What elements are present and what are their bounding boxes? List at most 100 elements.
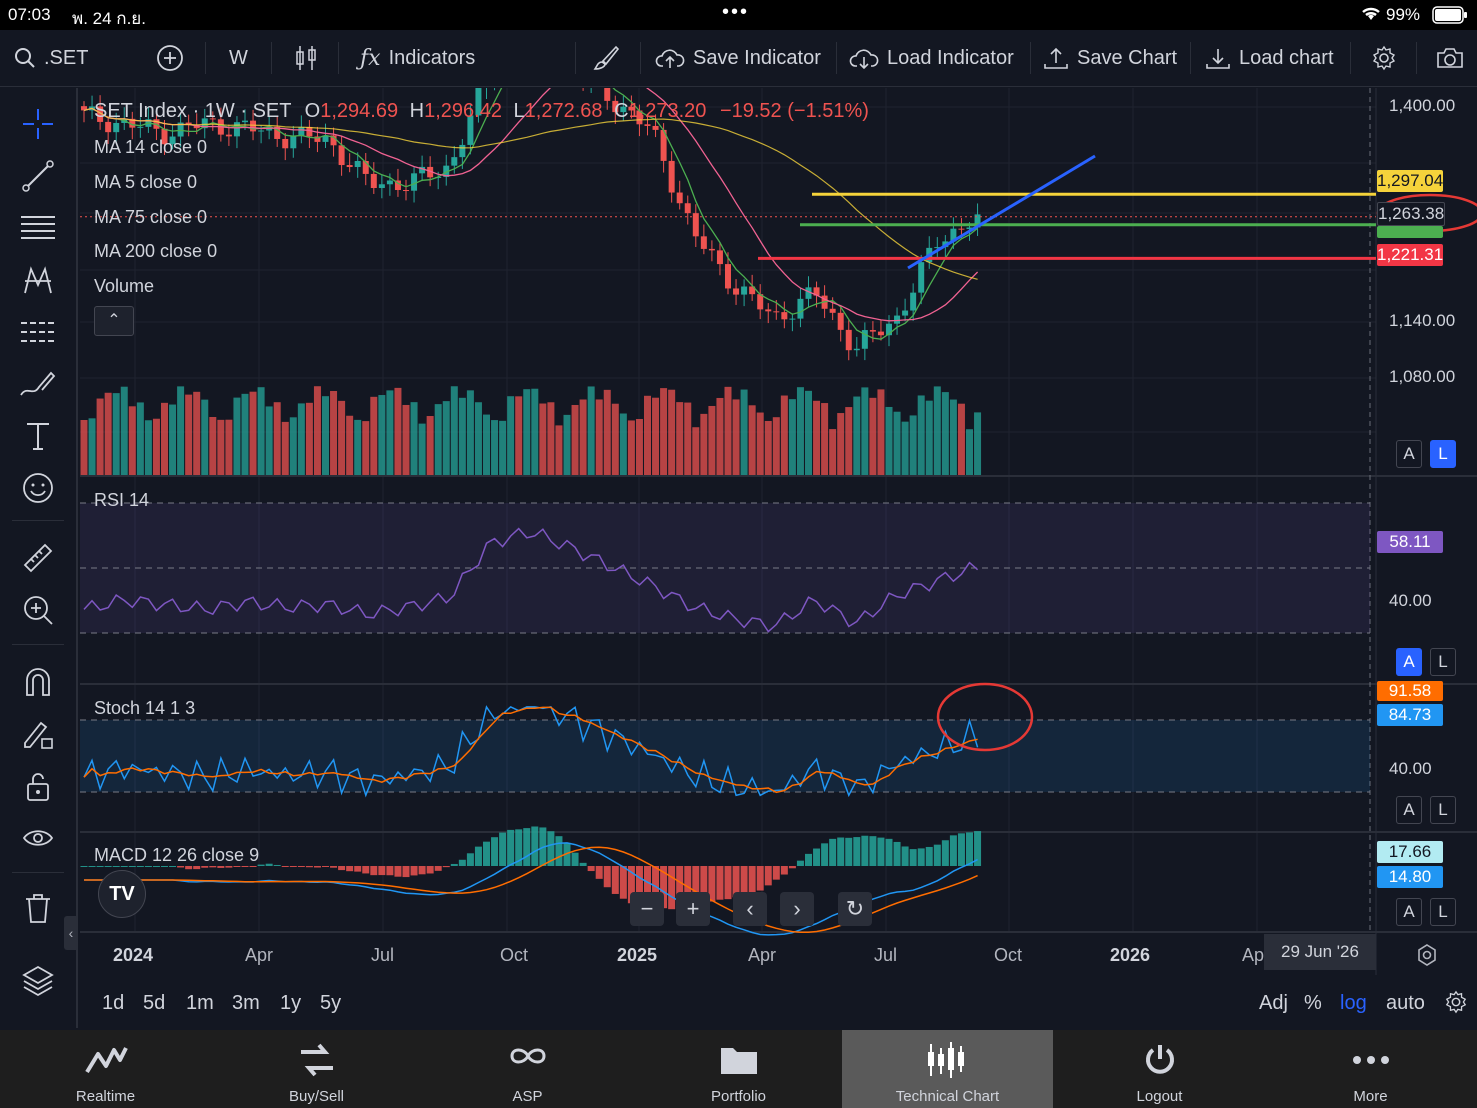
multitask-dots[interactable]: ••• bbox=[722, 1, 750, 23]
screenshot-button[interactable] bbox=[1435, 30, 1465, 86]
load-indicator-button[interactable]: Load Indicator bbox=[849, 30, 1014, 86]
nav-asp[interactable]: ASP bbox=[422, 1030, 633, 1108]
range-1y[interactable]: 1y bbox=[280, 992, 302, 1014]
nav-more[interactable]: More bbox=[1265, 1030, 1476, 1108]
volume-bar bbox=[378, 395, 386, 475]
volume-legend[interactable]: Volume bbox=[94, 276, 155, 296]
text-tool[interactable] bbox=[16, 416, 60, 456]
magnet-tool[interactable] bbox=[16, 662, 60, 702]
emoji-tool[interactable] bbox=[16, 468, 60, 508]
stoch-tick: 40.00 bbox=[1389, 759, 1432, 778]
ma5-legend[interactable]: MA 5 close 0 bbox=[94, 172, 198, 192]
forecast-tool[interactable] bbox=[16, 312, 60, 352]
macd-histogram-bar bbox=[322, 866, 329, 867]
collapse-toolbar-button[interactable]: ‹ bbox=[64, 916, 78, 950]
nav-realtime[interactable]: Realtime bbox=[0, 1030, 211, 1108]
save-indicator-button[interactable]: Save Indicator bbox=[655, 30, 821, 86]
fib-tool[interactable] bbox=[16, 208, 60, 248]
zoom-in-button[interactable]: + bbox=[676, 892, 710, 926]
trendline-tool[interactable] bbox=[16, 156, 60, 196]
macd-histogram-bar bbox=[273, 864, 281, 866]
volume-bar bbox=[547, 402, 555, 475]
auto-scale-button[interactable]: A bbox=[1396, 796, 1422, 824]
stoch-legend[interactable]: Stoch 14 1 3 bbox=[94, 698, 196, 718]
visibility-tool[interactable] bbox=[16, 818, 60, 858]
auto-scale-button[interactable]: A bbox=[1396, 898, 1422, 926]
nav-portfolio[interactable]: Portfolio bbox=[633, 1030, 844, 1108]
chart-canvas[interactable] bbox=[78, 88, 1477, 1028]
log-scale-button[interactable]: L bbox=[1430, 648, 1456, 676]
candle-body bbox=[242, 120, 248, 123]
scroll-right-button[interactable]: › bbox=[780, 892, 814, 926]
compare-button[interactable] bbox=[156, 30, 184, 86]
log-scale-button[interactable]: L bbox=[1430, 440, 1456, 468]
macd-histogram-bar bbox=[877, 837, 885, 866]
measure-tool[interactable] bbox=[16, 538, 60, 578]
nav-technical-chart[interactable]: Technical Chart bbox=[842, 1030, 1053, 1108]
auto-scale-button[interactable]: A bbox=[1396, 648, 1422, 676]
range-1m[interactable]: 1m bbox=[186, 992, 214, 1014]
brush-tool[interactable] bbox=[16, 364, 60, 404]
load-chart-button[interactable]: Load chart bbox=[1205, 30, 1334, 86]
log-toggle[interactable]: log bbox=[1340, 992, 1367, 1014]
macd-histogram-bar bbox=[394, 866, 402, 877]
symbol-search[interactable]: .SET bbox=[14, 30, 88, 86]
volume-bar bbox=[507, 396, 515, 475]
range-5d[interactable]: 5d bbox=[143, 992, 166, 1014]
auto-scale-button[interactable]: A bbox=[1396, 440, 1422, 468]
range-5y[interactable]: 5y bbox=[320, 992, 342, 1014]
crosshair-tool[interactable] bbox=[16, 104, 60, 144]
candle-body bbox=[877, 331, 884, 336]
chart-type-button[interactable] bbox=[294, 30, 318, 86]
volume-bar bbox=[217, 419, 225, 475]
range-1d[interactable]: 1d bbox=[102, 992, 125, 1014]
rsi-legend[interactable]: RSI 14 bbox=[94, 490, 150, 510]
brush-button[interactable] bbox=[592, 30, 620, 86]
interval-button[interactable]: W bbox=[229, 30, 248, 86]
candle-body bbox=[282, 138, 289, 149]
scroll-left-button[interactable]: ‹ bbox=[733, 892, 767, 926]
volume-bar bbox=[313, 386, 321, 475]
zoom-tool[interactable] bbox=[16, 590, 60, 630]
reset-chart-button[interactable]: ↻ bbox=[838, 892, 872, 926]
draw-mode-tool[interactable] bbox=[16, 714, 60, 754]
settings-button[interactable] bbox=[1371, 30, 1397, 86]
nav-logout[interactable]: Logout bbox=[1054, 1030, 1265, 1108]
adj-toggle[interactable]: Adj bbox=[1259, 992, 1288, 1014]
volume-bar bbox=[281, 421, 289, 475]
candle-body bbox=[97, 106, 104, 122]
save-chart-button[interactable]: Save Chart bbox=[1043, 30, 1177, 86]
macd-legend[interactable]: MACD 12 26 close 9 bbox=[94, 845, 260, 865]
main-legend: SET Index · 1W · SET O1,294.69 H1,296.42… bbox=[94, 100, 869, 123]
ma14-legend[interactable]: MA 14 close 0 bbox=[94, 137, 208, 157]
volume-bar bbox=[265, 406, 273, 475]
volume-bar bbox=[523, 389, 531, 475]
pattern-tool[interactable] bbox=[16, 260, 60, 300]
delete-tool[interactable] bbox=[16, 888, 60, 928]
layers-tool[interactable] bbox=[16, 960, 60, 1000]
nav-buy-sell[interactable]: Buy/Sell bbox=[211, 1030, 422, 1108]
zoom-out-button[interactable]: − bbox=[630, 892, 664, 926]
stoch-k-line bbox=[83, 705, 979, 798]
volume-bar bbox=[933, 386, 941, 475]
log-scale-button[interactable]: L bbox=[1430, 898, 1456, 926]
lock-tool[interactable] bbox=[16, 766, 60, 806]
candle-body bbox=[475, 88, 482, 116]
log-scale-button[interactable]: L bbox=[1430, 796, 1456, 824]
macd-histogram-bar bbox=[619, 866, 627, 899]
open-label: O bbox=[304, 100, 321, 122]
indicators-button[interactable]: ƒx Indicators bbox=[360, 30, 475, 86]
auto-toggle[interactable]: auto bbox=[1386, 992, 1425, 1014]
candle-body bbox=[910, 292, 917, 311]
ma200-legend[interactable]: MA 200 close 0 bbox=[94, 241, 218, 261]
tradingview-logo[interactable]: TV bbox=[98, 870, 146, 918]
ma75-legend[interactable]: MA 75 close 0 bbox=[94, 207, 208, 227]
range-settings-button[interactable] bbox=[1444, 990, 1468, 1020]
percent-toggle[interactable]: % bbox=[1304, 992, 1322, 1014]
volume-bar bbox=[330, 391, 338, 475]
range-3m[interactable]: 3m bbox=[232, 992, 260, 1014]
load-chart-label: Load chart bbox=[1239, 46, 1334, 69]
candle-body bbox=[233, 122, 240, 137]
collapse-legend-button[interactable]: ⌃ bbox=[94, 306, 134, 336]
time-axis-settings-button[interactable] bbox=[1414, 942, 1440, 973]
